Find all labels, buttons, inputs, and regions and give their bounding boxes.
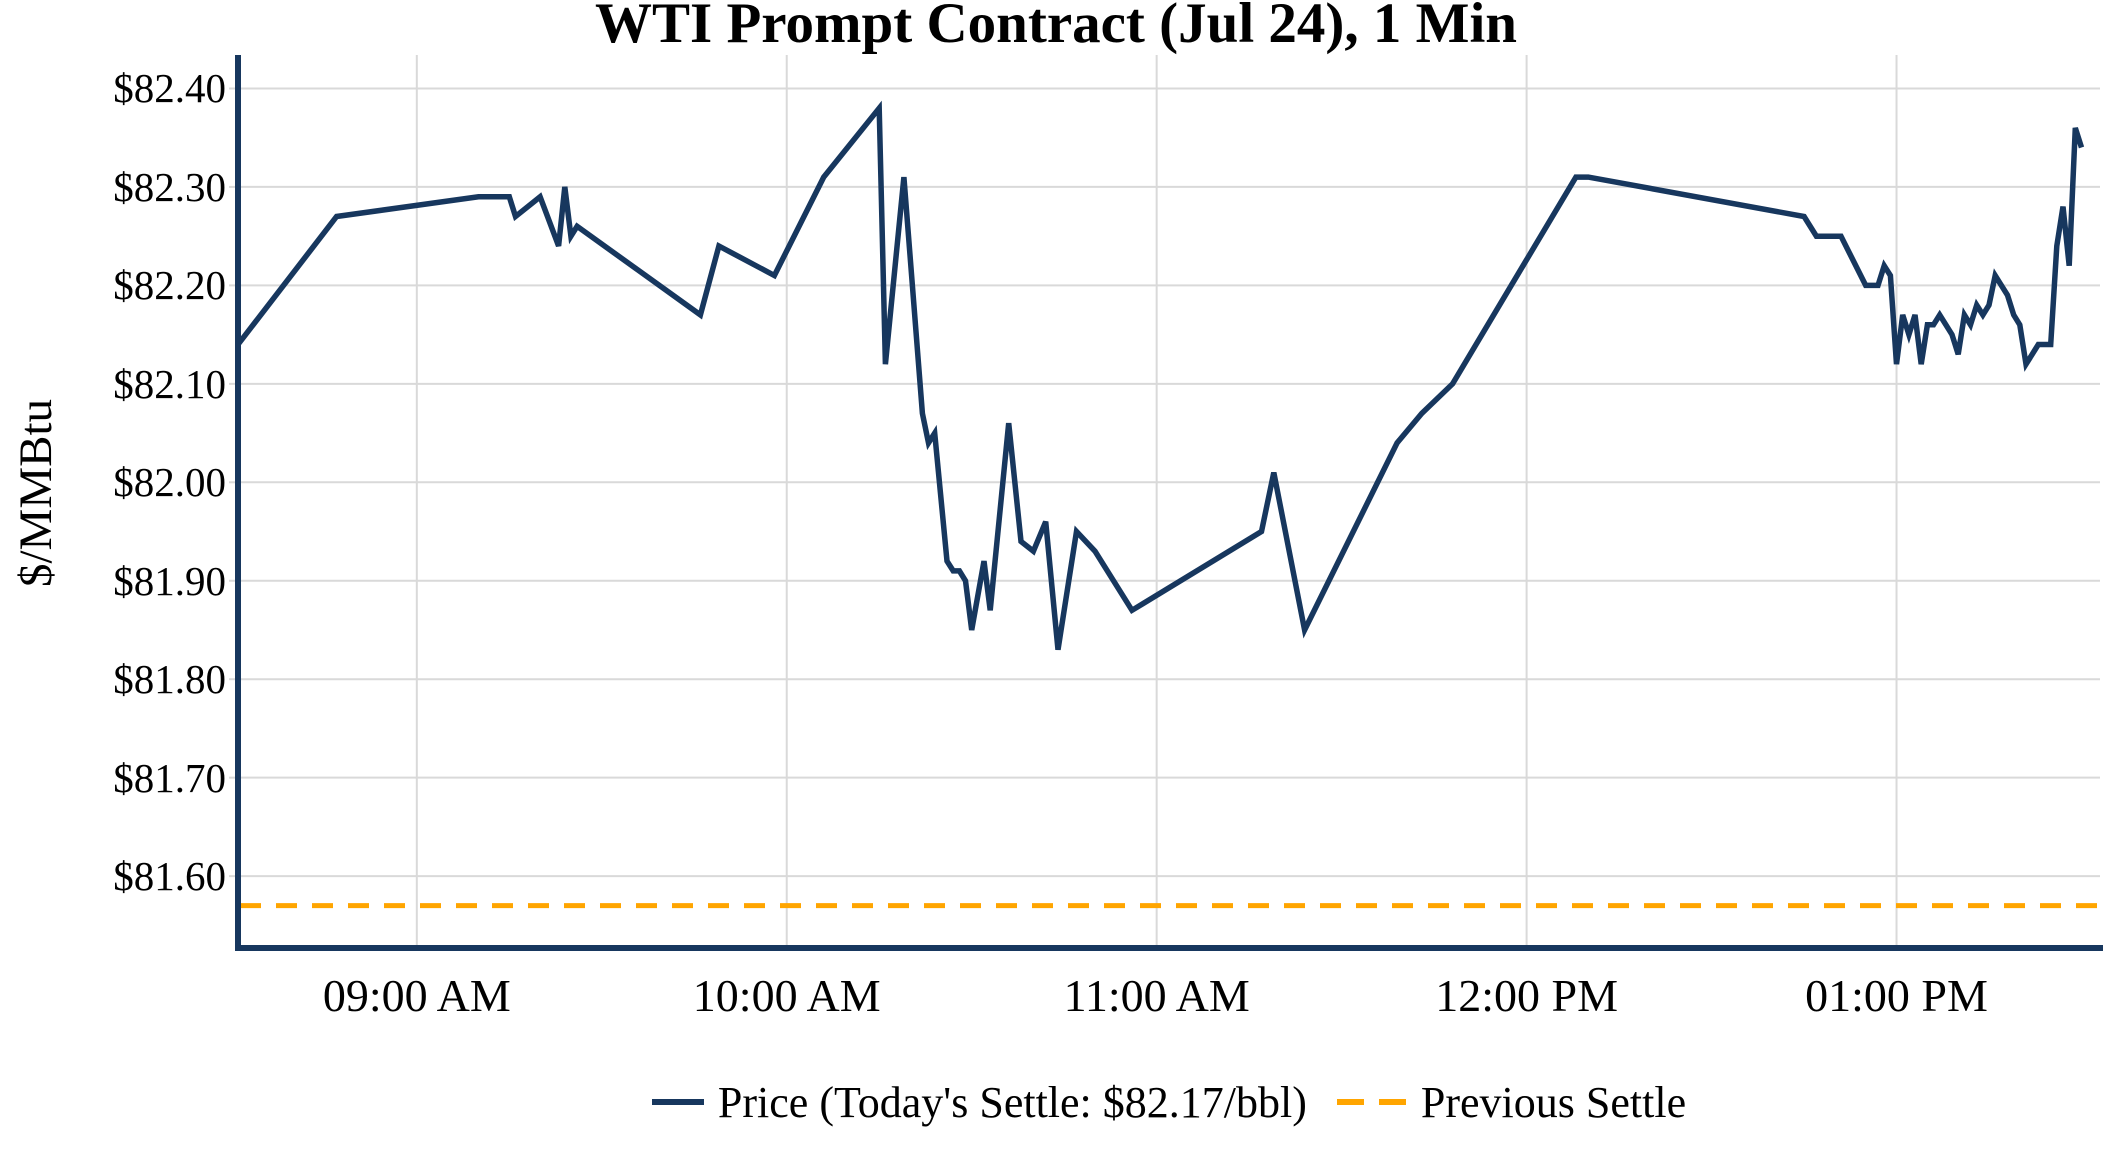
y-tick-label: $82.40 xyxy=(113,65,226,112)
x-tick-label: 11:00 AM xyxy=(1063,970,1250,1021)
y-tick-label: $82.10 xyxy=(113,360,226,407)
legend: Price (Today's Settle: $82.17/bbl) Previ… xyxy=(238,1066,2100,1138)
legend-previous-settle-label: Previous Settle xyxy=(1420,1077,1687,1127)
x-tick-label: 10:00 AM xyxy=(692,970,881,1021)
x-tick-label: 12:00 PM xyxy=(1435,970,1618,1021)
x-tick-label: 09:00 AM xyxy=(322,970,511,1021)
y-tick-label: $81.80 xyxy=(113,656,226,703)
price-line xyxy=(235,100,2085,651)
y-tick-label: $82.30 xyxy=(113,163,226,210)
chart-title: WTI Prompt Contract (Jul 24), 1 Min xyxy=(595,0,1517,55)
y-tick-label: $82.20 xyxy=(113,262,226,309)
price-line-swatch xyxy=(651,1099,704,1105)
x-tick-label: 01:00 PM xyxy=(1805,970,1988,1021)
legend-price-label: Price (Today's Settle: $82.17/bbl) xyxy=(717,1077,1307,1127)
previous-settle-swatch xyxy=(1336,1099,1407,1105)
y-tick-label: $82.00 xyxy=(113,459,226,506)
y-tick-label: $81.90 xyxy=(113,557,226,604)
y-tick-label: $81.60 xyxy=(113,853,226,900)
y-tick-label: $81.70 xyxy=(113,754,226,801)
